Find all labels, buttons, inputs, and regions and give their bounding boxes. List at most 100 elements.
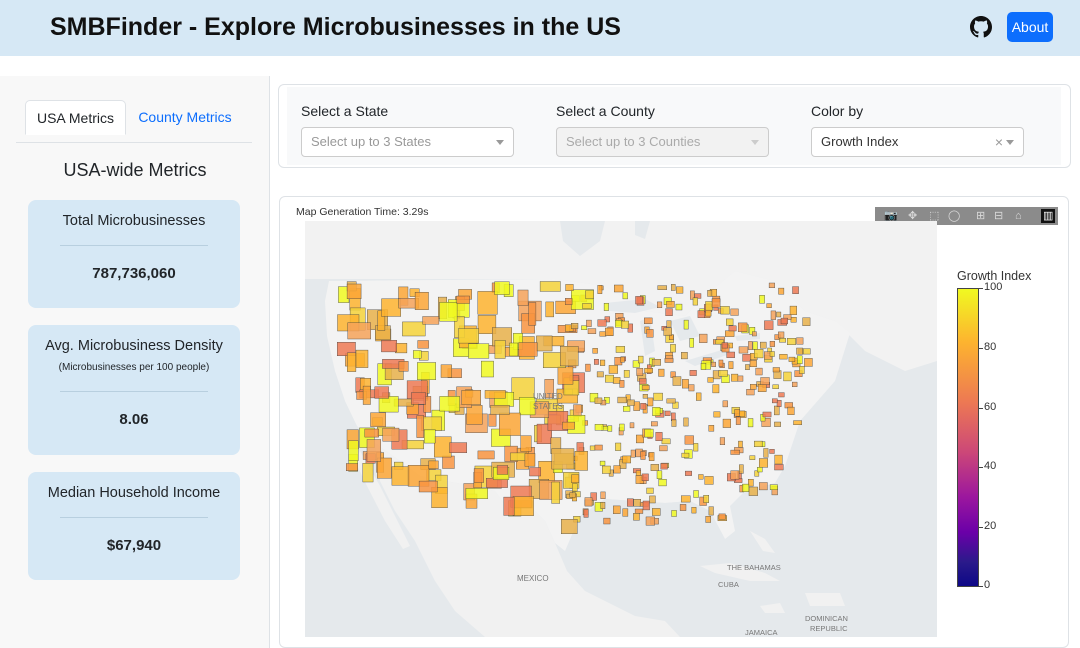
- county-polygon[interactable]: [428, 460, 439, 469]
- county-polygon[interactable]: [722, 418, 732, 428]
- county-polygon[interactable]: [664, 410, 671, 416]
- county-polygon[interactable]: [738, 440, 743, 448]
- state-select[interactable]: Select up to 3 States: [301, 127, 514, 157]
- county-polygon[interactable]: [652, 508, 661, 516]
- county-polygon[interactable]: [364, 428, 379, 438]
- county-polygon[interactable]: [569, 492, 576, 498]
- county-polygon[interactable]: [793, 420, 802, 426]
- county-polygon[interactable]: [587, 328, 597, 334]
- county-polygon[interactable]: [594, 358, 599, 365]
- county-polygon[interactable]: [370, 412, 386, 427]
- county-polygon[interactable]: [512, 496, 534, 516]
- county-polygon[interactable]: [644, 428, 654, 438]
- county-polygon[interactable]: [594, 424, 604, 431]
- county-polygon[interactable]: [759, 295, 765, 304]
- county-polygon[interactable]: [355, 349, 369, 368]
- county-polygon[interactable]: [414, 291, 429, 310]
- county-polygon[interactable]: [752, 341, 758, 350]
- county-polygons[interactable]: [337, 281, 813, 535]
- county-polygon[interactable]: [528, 302, 537, 326]
- county-polygon[interactable]: [683, 417, 689, 427]
- county-polygon[interactable]: [671, 419, 677, 427]
- county-polygon[interactable]: [799, 366, 805, 374]
- county-polygon[interactable]: [600, 502, 606, 509]
- box-select-icon[interactable]: ⬚: [929, 210, 940, 222]
- county-polygon[interactable]: [749, 360, 757, 368]
- county-polygon[interactable]: [653, 392, 663, 401]
- county-polygon[interactable]: [466, 405, 483, 425]
- county-polygon[interactable]: [780, 317, 788, 325]
- county-polygon[interactable]: [761, 418, 771, 427]
- county-polygon[interactable]: [572, 483, 578, 492]
- county-polygon[interactable]: [439, 396, 460, 412]
- county-polygon[interactable]: [759, 482, 768, 491]
- county-polygon[interactable]: [621, 320, 629, 329]
- county-polygon[interactable]: [509, 342, 519, 357]
- county-polygon[interactable]: [617, 396, 627, 404]
- county-polygon[interactable]: [783, 371, 792, 382]
- camera-icon[interactable]: 📷: [884, 210, 898, 222]
- county-polygon[interactable]: [792, 286, 799, 294]
- county-polygon[interactable]: [722, 400, 728, 408]
- county-polygon[interactable]: [772, 384, 779, 390]
- county-polygon[interactable]: [597, 319, 607, 327]
- county-polygon[interactable]: [517, 289, 529, 306]
- county-polygon[interactable]: [629, 422, 635, 429]
- county-polygon[interactable]: [596, 371, 604, 378]
- county-polygon[interactable]: [639, 378, 647, 385]
- county-polygon[interactable]: [730, 308, 739, 316]
- county-polygon[interactable]: [642, 393, 648, 399]
- county-polygon[interactable]: [691, 507, 697, 514]
- county-polygon[interactable]: [619, 423, 625, 432]
- county-polygon[interactable]: [787, 338, 796, 345]
- county-polygon[interactable]: [366, 439, 382, 462]
- county-polygon[interactable]: [585, 290, 594, 299]
- county-polygon[interactable]: [391, 466, 410, 486]
- county-polygon[interactable]: [602, 465, 611, 474]
- county-polygon[interactable]: [536, 335, 553, 352]
- county-polygon[interactable]: [458, 328, 479, 344]
- county-polygon[interactable]: [735, 416, 741, 425]
- county-polygon[interactable]: [417, 340, 429, 349]
- tab-county-metrics[interactable]: County Metrics: [138, 109, 232, 125]
- county-polygon[interactable]: [627, 498, 634, 507]
- county-polygon[interactable]: [774, 454, 783, 465]
- county-polygon[interactable]: [477, 450, 495, 460]
- county-polygon[interactable]: [640, 451, 646, 460]
- county-polygon[interactable]: [672, 376, 682, 386]
- county-polygon[interactable]: [711, 361, 716, 367]
- county-polygon[interactable]: [789, 305, 797, 315]
- county-polygon[interactable]: [665, 308, 673, 316]
- county-polygon[interactable]: [440, 364, 452, 378]
- county-polygon[interactable]: [605, 327, 614, 336]
- county-polygon[interactable]: [565, 298, 573, 305]
- county-polygon[interactable]: [797, 355, 803, 365]
- county-polygon[interactable]: [759, 458, 769, 468]
- county-polygon[interactable]: [708, 506, 714, 516]
- county-polygon[interactable]: [622, 292, 628, 300]
- county-polygon[interactable]: [551, 448, 575, 470]
- county-polygon[interactable]: [622, 508, 629, 517]
- county-polygon[interactable]: [700, 362, 707, 370]
- county-polygon[interactable]: [417, 362, 437, 380]
- county-polygon[interactable]: [498, 412, 521, 436]
- county-polygon[interactable]: [634, 508, 644, 514]
- county-polygon[interactable]: [803, 348, 811, 355]
- county-polygon[interactable]: [646, 329, 654, 338]
- county-polygon[interactable]: [699, 333, 708, 343]
- county-polygon[interactable]: [574, 450, 588, 471]
- color-by-select[interactable]: Growth Index ×: [811, 127, 1024, 157]
- county-polygon[interactable]: [671, 284, 676, 291]
- county-choropleth-map[interactable]: UNITED STATES MEXICO THE BAHAMAS CUBA DO…: [305, 221, 937, 637]
- county-polygon[interactable]: [480, 360, 494, 378]
- county-polygon[interactable]: [590, 492, 597, 501]
- county-polygon[interactable]: [763, 448, 769, 458]
- county-polygon[interactable]: [738, 322, 748, 332]
- county-polygon[interactable]: [774, 464, 784, 471]
- county-polygon[interactable]: [571, 322, 579, 329]
- county-polygon[interactable]: [424, 429, 436, 444]
- county-polygon[interactable]: [711, 298, 721, 308]
- county-polygon[interactable]: [641, 473, 649, 481]
- county-polygon[interactable]: [544, 379, 554, 399]
- county-polygon[interactable]: [615, 346, 626, 353]
